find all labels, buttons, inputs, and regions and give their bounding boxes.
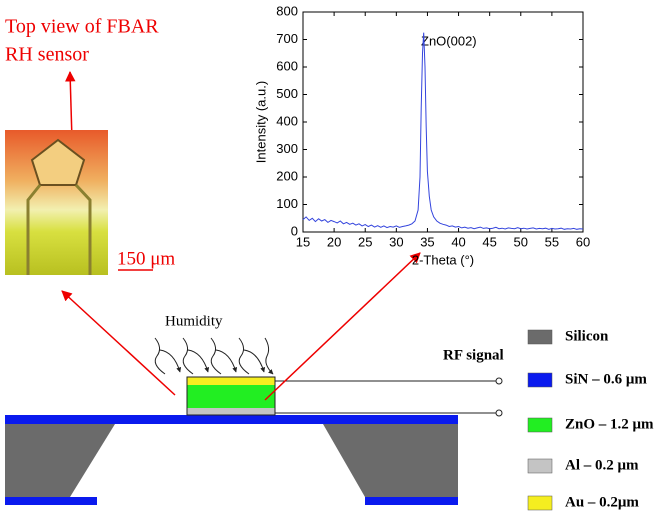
legend-label: Al – 0.2 μm <box>565 457 639 473</box>
annotation: ZnO(002) <box>421 33 477 48</box>
legend-label: Silicon <box>565 328 609 344</box>
arrow <box>61 290 176 396</box>
y-axis-label: Intensity (a.u.) <box>253 81 268 163</box>
au-layer <box>187 377 275 385</box>
y-tick-label: 100 <box>276 196 298 211</box>
x-axis-label: 2-Theta (°) <box>412 252 474 267</box>
x-tick-label: 60 <box>576 234 590 249</box>
legend-label: SiN – 0.6 μm <box>565 371 647 387</box>
x-tick-label: 20 <box>327 234 341 249</box>
y-tick-label: 400 <box>276 113 298 128</box>
xrd-chart: 0 100 200 300 400 500 600 700 800 15 20 25 30 35 40 45 5… <box>253 3 590 267</box>
y-tick-label: 700 <box>276 31 298 46</box>
electrode <box>30 138 86 186</box>
arrow <box>65 70 76 141</box>
x-tick-label: 30 <box>389 234 403 249</box>
x-tick-label: 35 <box>420 234 434 249</box>
silicon <box>323 424 458 497</box>
silicon <box>5 424 115 497</box>
legend-swatch <box>527 372 553 388</box>
device-outline <box>186 376 276 416</box>
photo-caption: RH sensor <box>5 44 89 66</box>
x-tick-label: 15 <box>296 234 310 249</box>
y-tick-label: 800 <box>276 3 298 18</box>
sin-layer <box>5 415 458 424</box>
x-tick-label: 25 <box>358 234 372 249</box>
terminal <box>495 409 503 417</box>
sin-layer <box>365 497 458 505</box>
legend-label: Au – 0.2μm <box>565 494 639 510</box>
legend-swatch <box>527 417 553 433</box>
y-tick-label: 0 <box>291 223 298 238</box>
plot-frame <box>302 11 584 233</box>
x-tick-label: 40 <box>451 234 465 249</box>
terminal <box>495 377 503 385</box>
rf-label: RF signal <box>443 347 504 363</box>
y-tick-label: 500 <box>276 86 298 101</box>
sin-layer <box>5 497 97 505</box>
photo-caption: Top view of FBAR <box>5 16 159 38</box>
scale-label: 150 μm <box>117 248 175 269</box>
legend-swatch <box>527 495 553 511</box>
zno-layer <box>187 385 275 408</box>
legend-swatch <box>527 329 553 345</box>
x-tick-label: 50 <box>514 234 528 249</box>
x-tick-label: 55 <box>545 234 559 249</box>
y-tick-label: 600 <box>276 58 298 73</box>
humidity-arrows <box>154 337 274 374</box>
legend-swatch <box>527 458 553 474</box>
humidity-label: Humidity <box>165 313 223 329</box>
y-tick-label: 200 <box>276 168 298 183</box>
legend: Silicon SiN – 0.6 μm ZnO – 1.2 μm Al – 0.2 … <box>527 328 654 511</box>
legend-label: ZnO – 1.2 μm <box>565 416 654 432</box>
y-tick-label: 300 <box>276 141 298 156</box>
lead <box>26 183 92 275</box>
al-layer <box>187 408 275 415</box>
x-tick-label: 45 <box>482 234 496 249</box>
arrow <box>264 252 421 401</box>
data-line <box>302 32 584 230</box>
